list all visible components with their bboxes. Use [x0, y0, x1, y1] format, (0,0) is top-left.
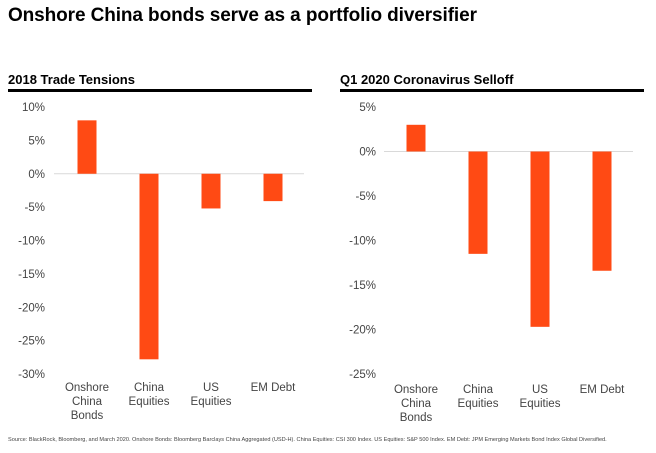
x-category-label: Equities — [129, 396, 170, 408]
bar-chart-coronavirus-selloff: 5% 0% -5% -10% -15% -20% -25% Onshore China Bonds… — [340, 68, 644, 438]
bar-chart-trade-tensions: 10% 5% 0% -5% -10% -15% -20% -25% -30% Onshore Chi… — [8, 68, 312, 438]
main-title: Onshore China bonds serve as a portfolio… — [8, 5, 477, 27]
y-tick-label: -10% — [18, 236, 45, 248]
x-category-label: China — [401, 398, 432, 410]
x-category-label: Equities — [520, 398, 561, 410]
y-tick-label: -15% — [18, 269, 45, 281]
bar — [202, 174, 221, 209]
bar — [531, 152, 550, 327]
bar — [264, 174, 283, 201]
chart-panel-trade-tensions: 2018 Trade Tensions 10% 5% 0% -5% -10% -15% -2… — [8, 68, 312, 438]
x-category-label: China — [463, 384, 494, 396]
y-tick-label: 0% — [359, 147, 376, 159]
x-category-label: Equities — [458, 398, 499, 410]
y-tick-label: 5% — [28, 135, 45, 147]
y-tick-label: 0% — [28, 169, 45, 181]
y-tick-label: -15% — [349, 280, 376, 292]
y-tick-label: -10% — [349, 236, 376, 248]
x-category-label: Bonds — [400, 412, 433, 424]
y-tick-label: -20% — [18, 302, 45, 314]
bar — [593, 152, 612, 271]
bar — [407, 125, 426, 152]
x-category-label: EM Debt — [580, 384, 626, 396]
x-category-label: China — [72, 396, 103, 408]
x-category-label: EM Debt — [251, 382, 297, 394]
x-category-label: US — [203, 382, 219, 394]
y-tick-label: -25% — [18, 336, 45, 348]
x-category-label: Onshore — [65, 382, 109, 394]
y-tick-label: -30% — [18, 369, 45, 381]
bar — [140, 174, 159, 360]
y-tick-label: -25% — [349, 369, 376, 381]
x-category-label: Onshore — [394, 384, 438, 396]
chart-panel-coronavirus-selloff: Q1 2020 Coronavirus Selloff 5% 0% -5% -10% -… — [340, 68, 644, 438]
y-tick-label: -5% — [356, 191, 376, 203]
source-note: Source: BlackRock, Bloomberg, and March … — [8, 437, 607, 443]
x-category-label: US — [532, 384, 548, 396]
bar — [469, 152, 488, 254]
bar — [78, 120, 97, 173]
x-category-label: China — [134, 382, 165, 394]
x-category-label: Equities — [191, 396, 232, 408]
x-category-label: Bonds — [71, 410, 104, 422]
y-tick-label: -5% — [25, 202, 45, 214]
y-tick-label: -20% — [349, 325, 376, 337]
y-tick-label: 10% — [22, 102, 45, 114]
y-tick-label: 5% — [359, 102, 376, 114]
